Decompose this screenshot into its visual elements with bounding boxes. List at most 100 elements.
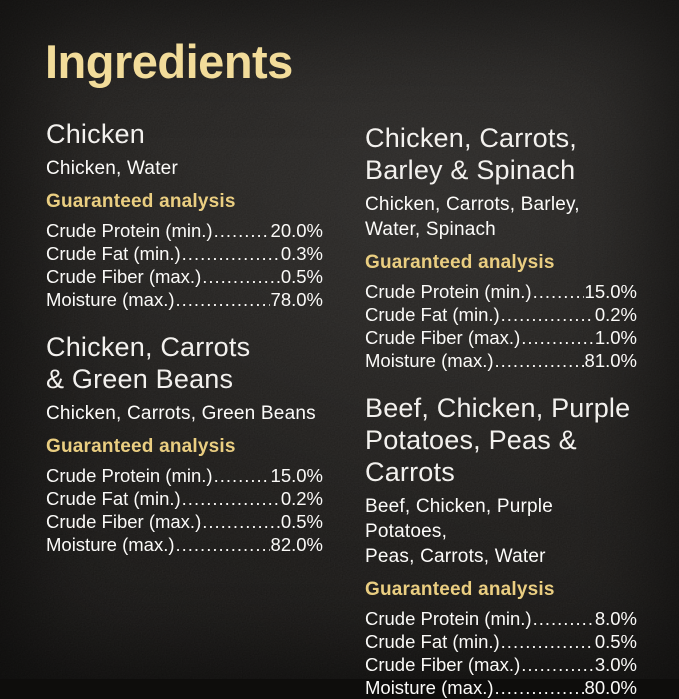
analysis-row: Moisture (max.) 78.0%: [46, 288, 323, 311]
analysis-value: 80.0%: [584, 677, 637, 698]
dot-leader: [202, 265, 280, 288]
section-heading: Beef, Chicken, Purple Potatoes, Peas & C…: [365, 392, 637, 488]
section-chicken: Chicken Chicken, Water Guaranteed analys…: [46, 118, 323, 311]
analysis-row: Crude Fiber (max.) 0.5%: [46, 510, 323, 533]
analysis-row: Crude Fiber (max.) 0.5%: [46, 265, 323, 288]
analysis-label: Crude Fat (min.): [46, 488, 181, 509]
analysis-label: Moisture (max.): [365, 350, 494, 371]
section-heading: Chicken, Carrots, Barley & Spinach: [365, 122, 637, 186]
left-column: Chicken Chicken, Water Guaranteed analys…: [46, 118, 323, 556]
section-heading-line: Chicken, Carrots: [46, 332, 251, 362]
ingredients-line: Water, Spinach: [365, 219, 496, 240]
analysis-value: 0.2%: [594, 304, 637, 325]
analysis-row: Crude Protein (min.) 20.0%: [46, 219, 323, 242]
dot-leader: [495, 349, 584, 372]
analysis-table: Crude Protein (min.) 15.0% Crude Fat (mi…: [46, 464, 323, 556]
analysis-value: 15.0%: [270, 465, 323, 486]
ingredients-list: Chicken, Carrots, Green Beans: [46, 401, 323, 426]
guaranteed-analysis-title: Guaranteed analysis: [365, 579, 555, 600]
ingredients-line: Beef, Chicken, Purple Potatoes,: [365, 496, 553, 542]
analysis-label: Crude Protein (min.): [46, 465, 213, 486]
analysis-value: 15.0%: [584, 281, 637, 302]
section-chicken-carrots-barley-spinach: Chicken, Carrots, Barley & Spinach Chick…: [365, 122, 637, 372]
ingredients-label-panel: Ingredients Chicken Chicken, Water Guara…: [0, 0, 679, 679]
analysis-label: Moisture (max.): [46, 289, 175, 310]
analysis-label: Crude Protein (min.): [365, 608, 532, 629]
ingredients-line: Chicken, Carrots, Barley,: [365, 194, 580, 215]
dot-leader: [521, 326, 594, 349]
analysis-row: Crude Fiber (max.) 1.0%: [365, 326, 637, 349]
ingredients-line: Peas, Carrots, Water: [365, 546, 546, 567]
guaranteed-analysis-title: Guaranteed analysis: [46, 191, 236, 212]
dot-leader: [521, 653, 594, 676]
right-column: Chicken, Carrots, Barley & Spinach Chick…: [365, 122, 637, 699]
guaranteed-analysis-title: Guaranteed analysis: [46, 436, 236, 457]
analysis-label: Crude Fiber (max.): [46, 266, 202, 287]
analysis-table: Crude Protein (min.) 20.0% Crude Fat (mi…: [46, 219, 323, 311]
analysis-table: Crude Protein (min.) 8.0% Crude Fat (min…: [365, 607, 637, 699]
section-heading-line: Potatoes, Peas & Carrots: [365, 425, 577, 487]
analysis-value: 81.0%: [584, 350, 637, 371]
ingredients-list: Chicken, Carrots, Barley, Water, Spinach: [365, 192, 637, 242]
section-heading: Chicken, Carrots & Green Beans: [46, 331, 323, 395]
dot-leader: [182, 487, 280, 510]
analysis-row: Moisture (max.) 82.0%: [46, 533, 323, 556]
analysis-row: Crude Protein (min.) 8.0%: [365, 607, 637, 630]
dot-leader: [533, 280, 584, 303]
ingredients-list: Chicken, Water: [46, 156, 323, 181]
dot-leader: [495, 676, 584, 699]
analysis-row: Crude Protein (min.) 15.0%: [46, 464, 323, 487]
section-heading-line: Barley & Spinach: [365, 155, 576, 185]
analysis-value: 1.0%: [594, 327, 637, 348]
section-beef-chicken-purple-potatoes: Beef, Chicken, Purple Potatoes, Peas & C…: [365, 392, 637, 699]
dot-leader: [176, 533, 270, 556]
guaranteed-analysis-title: Guaranteed analysis: [365, 252, 555, 273]
analysis-value: 0.2%: [280, 488, 323, 509]
analysis-value: 8.0%: [594, 608, 637, 629]
section-heading-line: Chicken, Carrots,: [365, 123, 577, 153]
analysis-row: Moisture (max.) 81.0%: [365, 349, 637, 372]
analysis-label: Crude Fat (min.): [365, 304, 500, 325]
analysis-row: Crude Fat (min.) 0.3%: [46, 242, 323, 265]
section-heading-line: Beef, Chicken, Purple: [365, 393, 631, 423]
dot-leader: [214, 464, 270, 487]
analysis-value: 78.0%: [270, 289, 323, 310]
analysis-row: Crude Fat (min.) 0.2%: [365, 303, 637, 326]
analysis-value: 0.5%: [594, 631, 637, 652]
analysis-table: Crude Protein (min.) 15.0% Crude Fat (mi…: [365, 280, 637, 372]
dot-leader: [214, 219, 270, 242]
dot-leader: [176, 288, 270, 311]
analysis-row: Crude Fiber (max.) 3.0%: [365, 653, 637, 676]
section-chicken-carrots-green-beans: Chicken, Carrots & Green Beans Chicken, …: [46, 331, 323, 556]
dot-leader: [202, 510, 280, 533]
dot-leader: [533, 607, 594, 630]
analysis-label: Crude Fiber (max.): [365, 654, 521, 675]
analysis-label: Moisture (max.): [365, 677, 494, 698]
analysis-value: 0.3%: [280, 243, 323, 264]
ingredients-list: Beef, Chicken, Purple Potatoes, Peas, Ca…: [365, 494, 637, 569]
section-heading: Chicken: [46, 118, 323, 150]
analysis-label: Moisture (max.): [46, 534, 175, 555]
analysis-row: Crude Fat (min.) 0.5%: [365, 630, 637, 653]
ingredients-line: Chicken, Carrots, Green Beans: [46, 403, 316, 424]
analysis-row: Moisture (max.) 80.0%: [365, 676, 637, 699]
analysis-value: 0.5%: [280, 266, 323, 287]
analysis-label: Crude Protein (min.): [365, 281, 532, 302]
analysis-label: Crude Fat (min.): [46, 243, 181, 264]
analysis-label: Crude Protein (min.): [46, 220, 213, 241]
analysis-value: 3.0%: [594, 654, 637, 675]
analysis-label: Crude Fiber (max.): [46, 511, 202, 532]
analysis-value: 20.0%: [270, 220, 323, 241]
section-heading-line: Chicken: [46, 119, 145, 149]
section-heading-line: & Green Beans: [46, 364, 234, 394]
analysis-value: 82.0%: [270, 534, 323, 555]
analysis-row: Crude Protein (min.) 15.0%: [365, 280, 637, 303]
analysis-value: 0.5%: [280, 511, 323, 532]
analysis-label: Crude Fiber (max.): [365, 327, 521, 348]
analysis-row: Crude Fat (min.) 0.2%: [46, 487, 323, 510]
dot-leader: [501, 303, 594, 326]
analysis-label: Crude Fat (min.): [365, 631, 500, 652]
page-title: Ingredients: [45, 35, 293, 88]
dot-leader: [182, 242, 280, 265]
dot-leader: [501, 630, 594, 653]
